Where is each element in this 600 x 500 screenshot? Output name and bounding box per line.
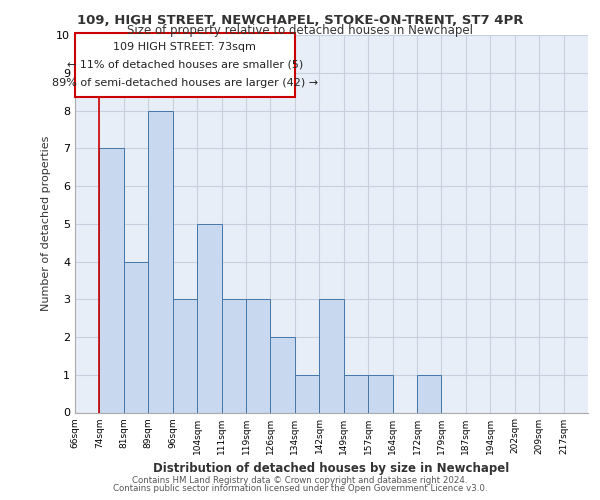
FancyBboxPatch shape — [75, 33, 295, 98]
Text: Contains HM Land Registry data © Crown copyright and database right 2024.: Contains HM Land Registry data © Crown c… — [132, 476, 468, 485]
Bar — [368, 375, 392, 412]
Bar — [173, 299, 197, 412]
Bar — [100, 148, 124, 412]
Bar — [344, 375, 368, 412]
Bar — [124, 262, 148, 412]
Text: 109, HIGH STREET, NEWCHAPEL, STOKE-ON-TRENT, ST7 4PR: 109, HIGH STREET, NEWCHAPEL, STOKE-ON-TR… — [77, 14, 523, 27]
Text: ← 11% of detached houses are smaller (5): ← 11% of detached houses are smaller (5) — [67, 60, 303, 70]
Text: Contains public sector information licensed under the Open Government Licence v3: Contains public sector information licen… — [113, 484, 487, 493]
Text: Size of property relative to detached houses in Newchapel: Size of property relative to detached ho… — [127, 24, 473, 37]
Text: 89% of semi-detached houses are larger (42) →: 89% of semi-detached houses are larger (… — [52, 78, 318, 88]
Bar — [295, 375, 319, 412]
X-axis label: Distribution of detached houses by size in Newchapel: Distribution of detached houses by size … — [154, 462, 509, 475]
Text: 109 HIGH STREET: 73sqm: 109 HIGH STREET: 73sqm — [113, 42, 256, 52]
Bar — [246, 299, 271, 412]
Bar — [319, 299, 344, 412]
Bar — [417, 375, 442, 412]
Bar — [221, 299, 246, 412]
Y-axis label: Number of detached properties: Number of detached properties — [41, 136, 50, 312]
Bar — [148, 110, 173, 412]
Bar — [271, 337, 295, 412]
Bar — [197, 224, 221, 412]
